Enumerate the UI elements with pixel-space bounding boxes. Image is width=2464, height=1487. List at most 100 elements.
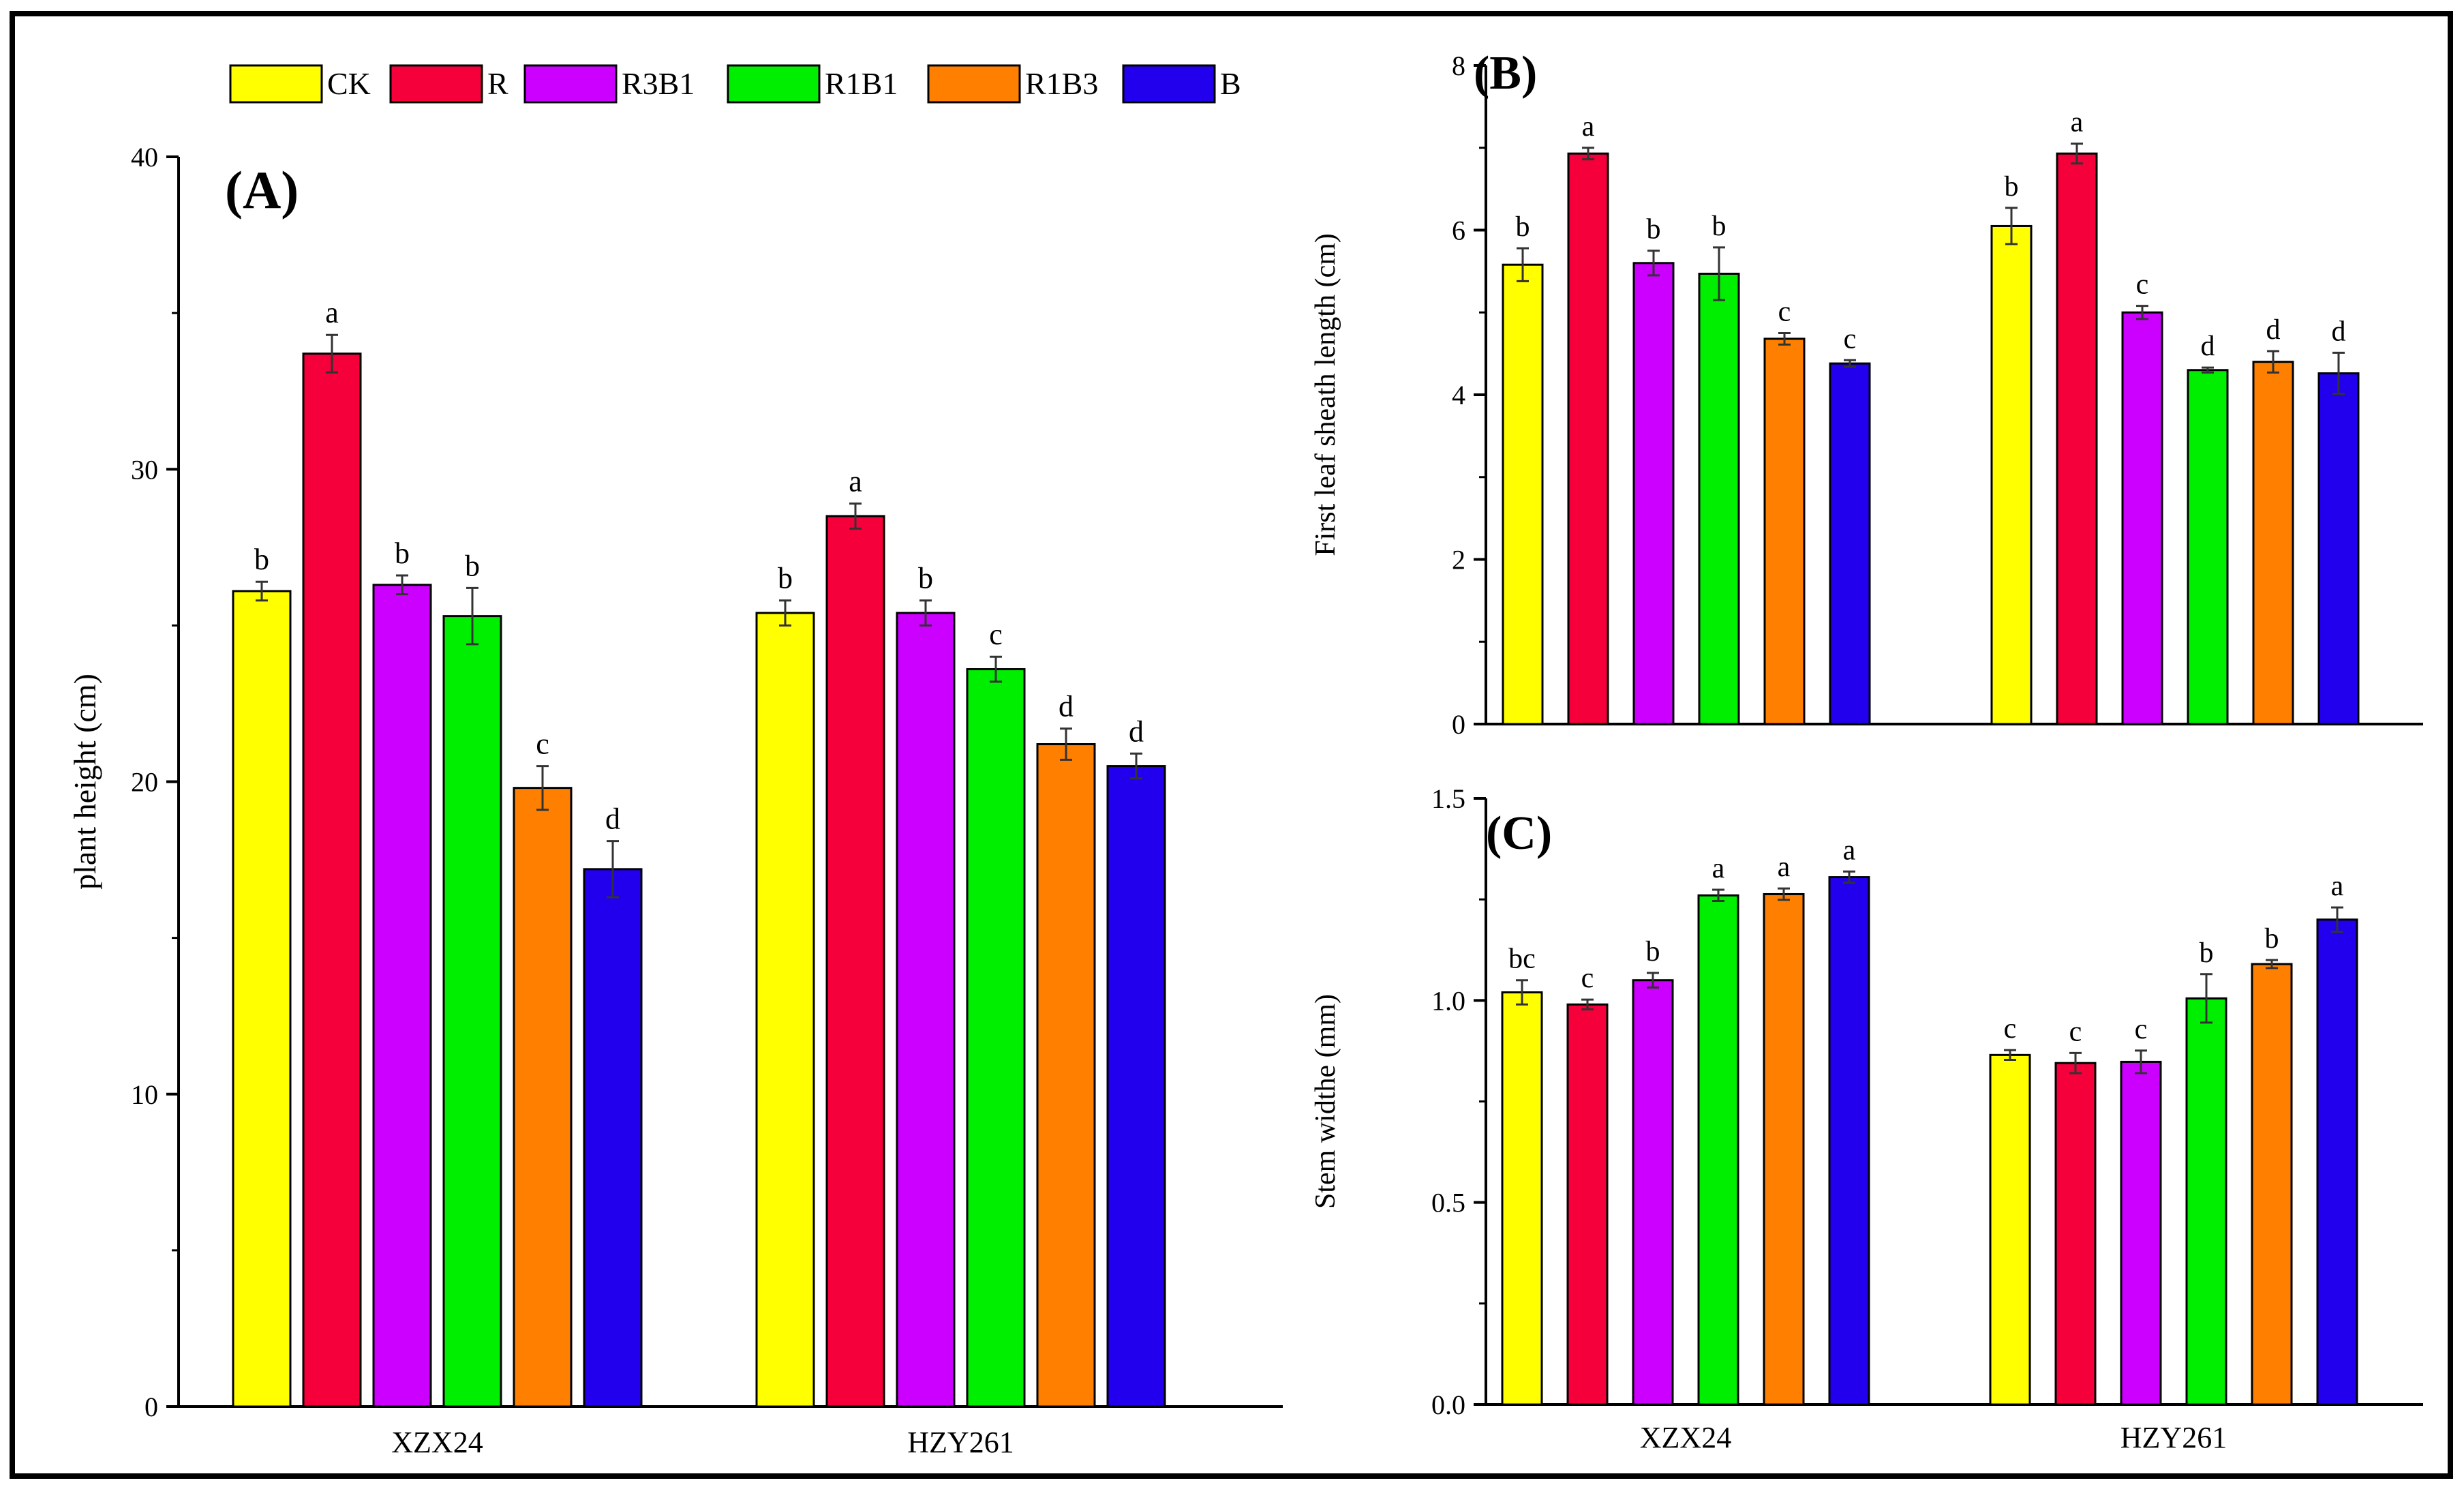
y-tick-label: 0: [1452, 709, 1465, 740]
y-tick-label: 0.0: [1431, 1390, 1465, 1420]
legend-label-r1b1: R1B1: [825, 66, 898, 101]
significance-letter: b: [465, 549, 480, 582]
significance-letter: a: [1582, 111, 1595, 142]
significance-letter: d: [1059, 690, 1074, 723]
panel-b-first-leaf-sheath-length: 0 2 4 6 8 First leaf sheath length (cm) (B) b b a…: [1310, 47, 2423, 740]
significance-letter: c: [2069, 1016, 2082, 1047]
significance-letter: c: [1778, 296, 1791, 327]
y-tick-label: 10: [131, 1079, 158, 1110]
legend-swatch-r1b1: [727, 64, 821, 104]
y-tick-label: 40: [131, 142, 158, 172]
bar-ck-hzy261: [1989, 1053, 2031, 1406]
significance-letter: b: [2005, 171, 2019, 202]
significance-letter: c: [2135, 1014, 2148, 1045]
significance-letter: a: [2331, 871, 2344, 902]
y-axis-label: First leaf sheath length (cm): [1310, 233, 1341, 556]
significance-letter: b: [1712, 211, 1727, 242]
bar-r-hzy261: [2056, 152, 2098, 725]
significance-letter: a: [2071, 107, 2084, 138]
panel-label: (B): [1474, 47, 1537, 100]
category-label: HZY261: [2120, 1421, 2227, 1454]
bar-r1b1-hzy261: [2187, 369, 2229, 725]
significance-letter: bc: [1508, 944, 1536, 975]
bar-r-xzx24: [1567, 152, 1609, 725]
panel-label: (A): [225, 160, 299, 220]
y-tick-label: 4: [1452, 380, 1465, 410]
legend-swatch-r1b3: [927, 64, 1021, 104]
significance-letter: b: [1646, 936, 1660, 967]
legend-label-r: R: [487, 66, 508, 101]
significance-letter: c: [989, 618, 1003, 651]
legend: CK R R3B1 R1B1 R1B3 B: [229, 64, 1241, 104]
significance-letter: a: [325, 296, 339, 329]
category-label: XZX24: [1640, 1421, 1731, 1454]
bar-r3b1-xzx24: [1632, 262, 1675, 725]
bar-b-hzy261: [2316, 918, 2358, 1406]
bar-r-hzy261: [825, 515, 885, 1408]
bar-r1b3-xzx24: [1763, 892, 1805, 1406]
significance-letter: b: [2265, 923, 2279, 955]
legend-swatch-r3b1: [523, 64, 618, 104]
bar-r1b3-xzx24: [513, 787, 573, 1408]
significance-letter: a: [1778, 852, 1791, 883]
significance-letter: a: [1843, 835, 1856, 866]
bar-r1b3-hzy261: [2251, 963, 2293, 1406]
bar-r-xzx24: [302, 352, 362, 1408]
bar-r1b1-xzx24: [442, 615, 502, 1408]
bar-r1b3-hzy261: [2252, 361, 2294, 725]
significance-letter: b: [2200, 937, 2214, 969]
significance-letter: c: [1844, 323, 1857, 355]
legend-label-ck: CK: [327, 66, 371, 101]
legend-label-r1b3: R1B3: [1025, 66, 1098, 101]
significance-letter: c: [2004, 1013, 2017, 1045]
y-tick-label: 1.5: [1431, 783, 1465, 814]
legend-label-r3b1: R3B1: [622, 66, 695, 101]
significance-letter: b: [918, 562, 933, 595]
y-axis-label: plant height (cm): [67, 674, 102, 890]
y-tick-label: 20: [131, 767, 158, 798]
y-tick-label: 0: [145, 1392, 158, 1422]
y-tick-label: 2: [1452, 545, 1465, 575]
bar-ck-hzy261: [755, 612, 815, 1408]
bar-r3b1-hzy261: [2121, 311, 2163, 725]
bar-b-hzy261: [2317, 372, 2360, 725]
bar-r1b1-hzy261: [2185, 997, 2227, 1406]
significance-letter: b: [1516, 211, 1530, 243]
significance-letter: c: [536, 727, 549, 761]
significance-letter: a: [849, 465, 862, 498]
significance-letter: b: [254, 543, 269, 576]
bar-r3b1-xzx24: [372, 584, 432, 1408]
significance-letter: d: [2201, 331, 2215, 362]
significance-letter: d: [1129, 715, 1144, 748]
panel-label: (C): [1486, 807, 1552, 860]
significance-letter: d: [2332, 316, 2346, 347]
panel-a-plant-height: 0 10 20 30 40 plant height (cm) (A) b b a a b b b c c d d…: [67, 142, 1283, 1459]
significance-letter: d: [605, 802, 620, 836]
significance-letter: c: [2136, 269, 2149, 301]
bar-b-xzx24: [1829, 362, 1871, 725]
legend-label-b: B: [1220, 66, 1241, 101]
bar-ck-xzx24: [1502, 263, 1544, 725]
category-label: HZY261: [907, 1426, 1014, 1459]
bar-ck-xzx24: [1501, 991, 1543, 1406]
category-label: XZX24: [391, 1426, 483, 1459]
legend-swatch-ck: [229, 64, 323, 104]
significance-letter: b: [1647, 214, 1661, 245]
y-tick-label: 1.0: [1431, 985, 1465, 1016]
y-tick-label: 30: [131, 454, 158, 485]
bar-b-hzy261: [1106, 765, 1166, 1408]
bar-ck-xzx24: [232, 590, 292, 1408]
bar-r-xzx24: [1566, 1003, 1609, 1406]
bar-ck-hzy261: [1990, 224, 2033, 725]
significance-letter: a: [1712, 853, 1725, 884]
bar-r-hzy261: [2054, 1062, 2097, 1406]
significance-letter: d: [2266, 314, 2281, 346]
bar-r3b1-hzy261: [2120, 1060, 2162, 1406]
bar-r1b1-xzx24: [1697, 894, 1739, 1406]
significance-letter: b: [778, 562, 793, 595]
legend-swatch-r: [389, 64, 483, 104]
legend-swatch-b: [1122, 64, 1216, 104]
y-tick-label: 8: [1452, 50, 1465, 81]
